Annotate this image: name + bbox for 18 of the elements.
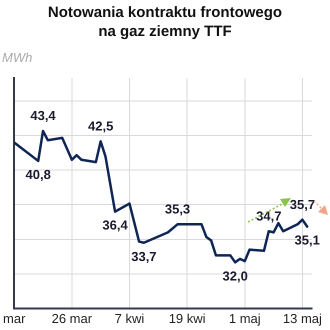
data-label: 40,8 [26,167,51,182]
x-tick-label: mar [3,310,26,326]
data-label: 36,4 [102,218,128,233]
x-tick-label: 1 maj [228,310,261,326]
data-label: 33,7 [131,248,157,264]
chart-title: Notowania kontraktu frontowego na gaz ziemny TTF [46,3,284,41]
x-tick-label: 26 mar [52,310,93,326]
data-label: 32,0 [222,268,248,284]
x-tick-label: 19 kwi [168,310,206,326]
data-label: 35,1 [294,232,320,248]
data-label: 34,7 [256,208,282,224]
data-label: 35,3 [164,201,190,216]
data-label: 35,7 [290,196,316,212]
x-tick-label: 13 maj [282,310,322,326]
data-label: 42,5 [88,118,114,134]
x-tick-label: 7 kwi [114,310,144,326]
data-label: 43,4 [30,108,56,124]
y-axis-title: MWh [2,50,32,65]
